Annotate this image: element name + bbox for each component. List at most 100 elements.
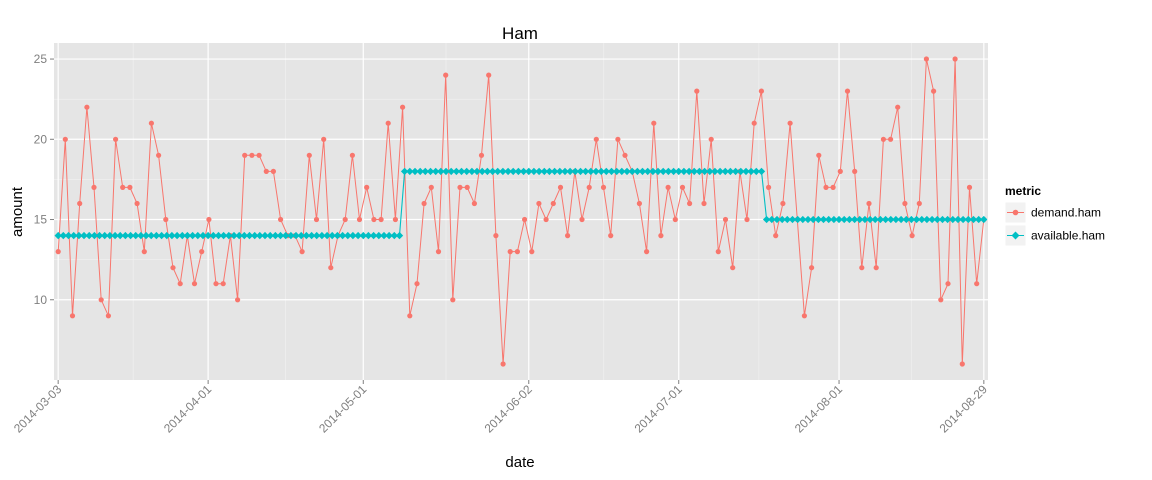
demand-point <box>328 265 334 271</box>
demand-point <box>356 216 363 223</box>
available-point <box>892 215 900 224</box>
available-point <box>333 231 342 240</box>
demand-point <box>134 200 140 207</box>
available-point <box>276 231 285 240</box>
available-point <box>912 215 921 224</box>
demand-point <box>256 152 262 158</box>
available-point <box>690 167 698 176</box>
available-point <box>881 215 890 224</box>
available-point <box>814 215 823 224</box>
available-point <box>338 231 347 240</box>
available-point <box>928 215 936 224</box>
available-point <box>287 231 295 240</box>
demand-point <box>694 88 700 94</box>
demand-point <box>156 152 162 158</box>
available-point <box>349 231 357 240</box>
demand-point <box>751 120 757 126</box>
available-point <box>969 215 978 224</box>
demand-point <box>299 249 305 255</box>
available-point <box>369 231 378 240</box>
demand-point <box>478 152 485 158</box>
available-point <box>788 215 797 224</box>
demand-point <box>593 136 599 142</box>
demand-point <box>170 265 176 271</box>
available-point <box>230 231 238 240</box>
available-point <box>219 231 228 240</box>
demand-point <box>672 216 678 223</box>
available-point <box>597 167 605 176</box>
x-axis: 2014-03-03 2014-04-01 2014-05-01 2014-06-02… <box>11 380 990 436</box>
legend-title: metric <box>1005 184 1041 198</box>
available-point <box>845 215 854 224</box>
available-point <box>943 215 952 224</box>
legend: metric demand.ham available.ham <box>1004 184 1105 247</box>
available-point <box>328 231 336 240</box>
available-point <box>173 231 181 240</box>
available-point <box>157 231 166 240</box>
demand-point <box>493 233 499 239</box>
available-point <box>902 215 910 224</box>
series-layer <box>54 56 988 367</box>
available-point <box>75 231 83 240</box>
demand-point <box>263 168 269 174</box>
demand-point <box>722 216 729 223</box>
y-tick-label: 10 <box>34 293 48 307</box>
demand-point <box>105 313 111 319</box>
available-point <box>675 167 683 176</box>
y-axis: 10 15 20 25 <box>34 52 54 307</box>
demand-point <box>199 249 205 255</box>
available-point <box>907 215 916 224</box>
available-point <box>840 215 848 224</box>
demand-point <box>278 216 284 223</box>
demand-point <box>823 184 829 190</box>
demand-point <box>191 281 198 287</box>
demand-point <box>98 297 104 303</box>
demand-point <box>658 233 664 239</box>
demand-point <box>371 216 377 223</box>
available-point <box>116 231 124 240</box>
demand-point <box>730 265 736 271</box>
available-point <box>768 215 776 224</box>
available-point <box>819 215 828 224</box>
demand-point <box>471 200 477 207</box>
available-point <box>209 231 217 240</box>
y-tick-label: 15 <box>34 213 48 227</box>
demand-point <box>816 152 822 158</box>
available-point <box>644 167 652 176</box>
demand-point <box>830 184 836 190</box>
y-axis-title: amount <box>9 186 26 237</box>
available-point <box>199 231 207 240</box>
available-point <box>866 215 874 224</box>
demand-point <box>270 168 276 174</box>
available-point <box>794 215 802 224</box>
x-tick-label: 2014-05-01 <box>316 382 370 436</box>
legend-label: demand.ham <box>1031 206 1101 220</box>
demand-point <box>443 72 449 78</box>
demand-point <box>313 216 320 223</box>
available-point <box>297 231 305 240</box>
demand-point <box>486 72 492 78</box>
available-point <box>954 215 962 224</box>
demand-point <box>69 313 76 319</box>
demand-point <box>966 184 973 190</box>
available-point <box>923 215 931 224</box>
demand-point <box>837 168 843 174</box>
available-point <box>225 231 233 240</box>
available-point <box>313 231 321 240</box>
available-point <box>111 231 119 240</box>
available-point <box>323 231 331 240</box>
demand-point <box>177 281 183 287</box>
available-point <box>354 231 362 240</box>
available-point <box>773 215 781 224</box>
available-point <box>778 215 786 224</box>
demand-point <box>84 104 90 110</box>
available-point <box>649 167 657 176</box>
available-point <box>980 215 988 224</box>
x-tick-label: 2014-06-02 <box>482 382 536 436</box>
demand-point <box>385 120 391 126</box>
demand-point <box>974 281 980 287</box>
available-point <box>318 231 326 240</box>
demand-point <box>787 120 793 126</box>
demand-point <box>141 249 147 255</box>
